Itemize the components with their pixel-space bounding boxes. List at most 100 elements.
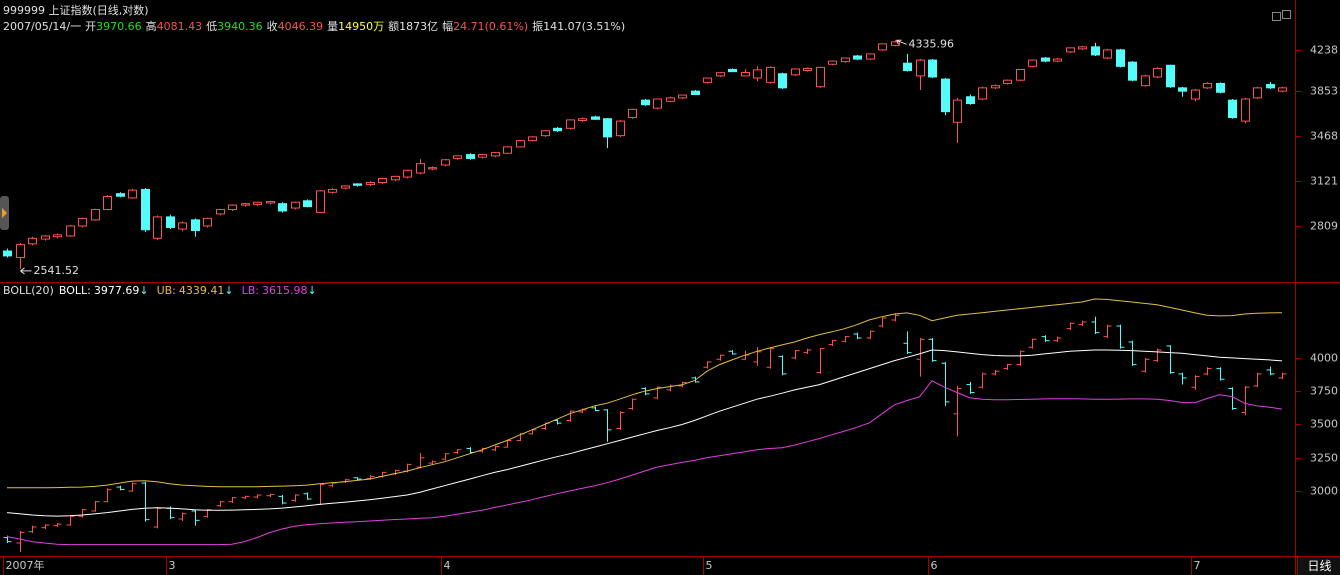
candle-body <box>1253 87 1262 99</box>
legend-arrow: ↓ <box>307 284 317 297</box>
candle-body <box>453 155 462 159</box>
candle-body <box>1066 47 1075 53</box>
candle-body <box>641 99 650 106</box>
y-tick-label: 3853 <box>1310 85 1338 98</box>
candle-body <box>841 57 850 63</box>
indicator-title: BOLL(20) <box>3 284 54 297</box>
candle-body <box>716 72 725 77</box>
candle-body <box>128 189 137 199</box>
candle-body <box>66 225 75 237</box>
candle-body <box>403 169 412 178</box>
candle-body <box>1216 82 1225 93</box>
candle-body <box>978 87 987 100</box>
legend-value: 4339.41 <box>178 284 225 297</box>
quote-value: 14950万 <box>338 20 385 33</box>
candle-body <box>741 71 750 77</box>
candle-body <box>803 67 812 72</box>
candle-body <box>491 152 500 157</box>
x-tick-label: 2007年 <box>6 558 45 572</box>
quote-value: 141.07(3.51%) <box>543 20 626 33</box>
candle-body <box>1203 82 1212 89</box>
candle-body <box>1041 57 1050 62</box>
candle-body <box>666 97 675 102</box>
candle-body <box>478 154 487 158</box>
candle-body <box>503 146 512 154</box>
legend-name: UB: <box>156 284 176 297</box>
candle-body <box>278 203 287 212</box>
high-annotation: 4335.96 <box>909 37 955 50</box>
candle-body <box>966 96 975 105</box>
candle-body <box>1166 64 1175 88</box>
candle-body <box>466 154 475 159</box>
candle-body <box>28 237 37 245</box>
y-tick-label: 4238 <box>1310 44 1338 57</box>
legend-arrow: ↓ <box>224 284 234 297</box>
candle-body <box>328 188 337 193</box>
candle-body <box>41 235 50 240</box>
candle-body <box>616 120 625 137</box>
candle-body <box>1191 89 1200 100</box>
minimize-button[interactable] <box>1272 12 1281 21</box>
candle-body <box>316 190 325 213</box>
candle-body <box>816 66 825 88</box>
candle-body <box>153 216 162 239</box>
candle-body <box>516 140 525 148</box>
candle-body <box>428 167 437 170</box>
candle-body <box>191 219 200 232</box>
candle-body <box>228 204 237 211</box>
candle-body <box>78 217 87 227</box>
legend-name: LB: <box>241 284 259 297</box>
y-tick-label: 3468 <box>1310 130 1338 143</box>
chart-title: 999999 上证指数(日线,对数) <box>3 4 149 17</box>
restore-button[interactable] <box>1282 10 1291 19</box>
candle-body <box>653 98 662 109</box>
x-tick-label: 4 <box>444 559 451 572</box>
candle-body <box>441 159 450 166</box>
window-buttons[interactable] <box>1272 10 1291 21</box>
candle-body <box>266 201 275 204</box>
candle-body <box>1078 46 1087 50</box>
candle-body <box>866 53 875 60</box>
candle-body <box>1278 87 1287 92</box>
candle-body <box>928 59 937 78</box>
candle-body <box>366 182 375 186</box>
candle-body <box>1003 79 1012 84</box>
quote-value: 24.71(0.61%) <box>453 20 529 33</box>
legend-value: 3615.98 <box>261 284 308 297</box>
candle-body <box>1241 98 1250 122</box>
candle-body <box>791 68 800 76</box>
x-tick-label: 6 <box>931 559 938 572</box>
candle-body <box>678 94 687 99</box>
candle-body <box>116 193 125 197</box>
quote-value: 4046.39 <box>277 20 324 33</box>
legend-name: BOLL: <box>58 284 91 297</box>
candle-body <box>953 99 962 123</box>
candle-body <box>178 222 187 230</box>
candle-body <box>203 217 212 227</box>
candle-body <box>253 201 262 205</box>
candle-body <box>991 85 1000 89</box>
candle-body <box>553 127 562 132</box>
boll-line <box>6 349 1283 517</box>
candle-body <box>391 175 400 181</box>
title-line: 999999 上证指数(日线,对数) <box>3 4 149 18</box>
candle-body <box>1153 67 1162 78</box>
quote-label: 高 <box>145 20 157 33</box>
annotation-arrow <box>20 267 32 275</box>
period-tab[interactable]: 日线 <box>1297 557 1340 575</box>
candle-body <box>903 62 912 72</box>
boll-line <box>6 298 1283 489</box>
candle-body <box>941 78 950 113</box>
legend-value: 3977.69 <box>93 284 140 297</box>
candle-body <box>1266 84 1275 89</box>
candle-body <box>1028 59 1037 67</box>
candle-body <box>891 41 900 46</box>
side-tab-arrow <box>2 208 7 218</box>
x-tick-label: 3 <box>169 559 176 572</box>
side-tab[interactable] <box>0 196 9 230</box>
y-tick-label: 3000 <box>1310 485 1338 498</box>
quote-value: 3970.66 <box>96 20 142 33</box>
candle-body <box>703 77 712 83</box>
